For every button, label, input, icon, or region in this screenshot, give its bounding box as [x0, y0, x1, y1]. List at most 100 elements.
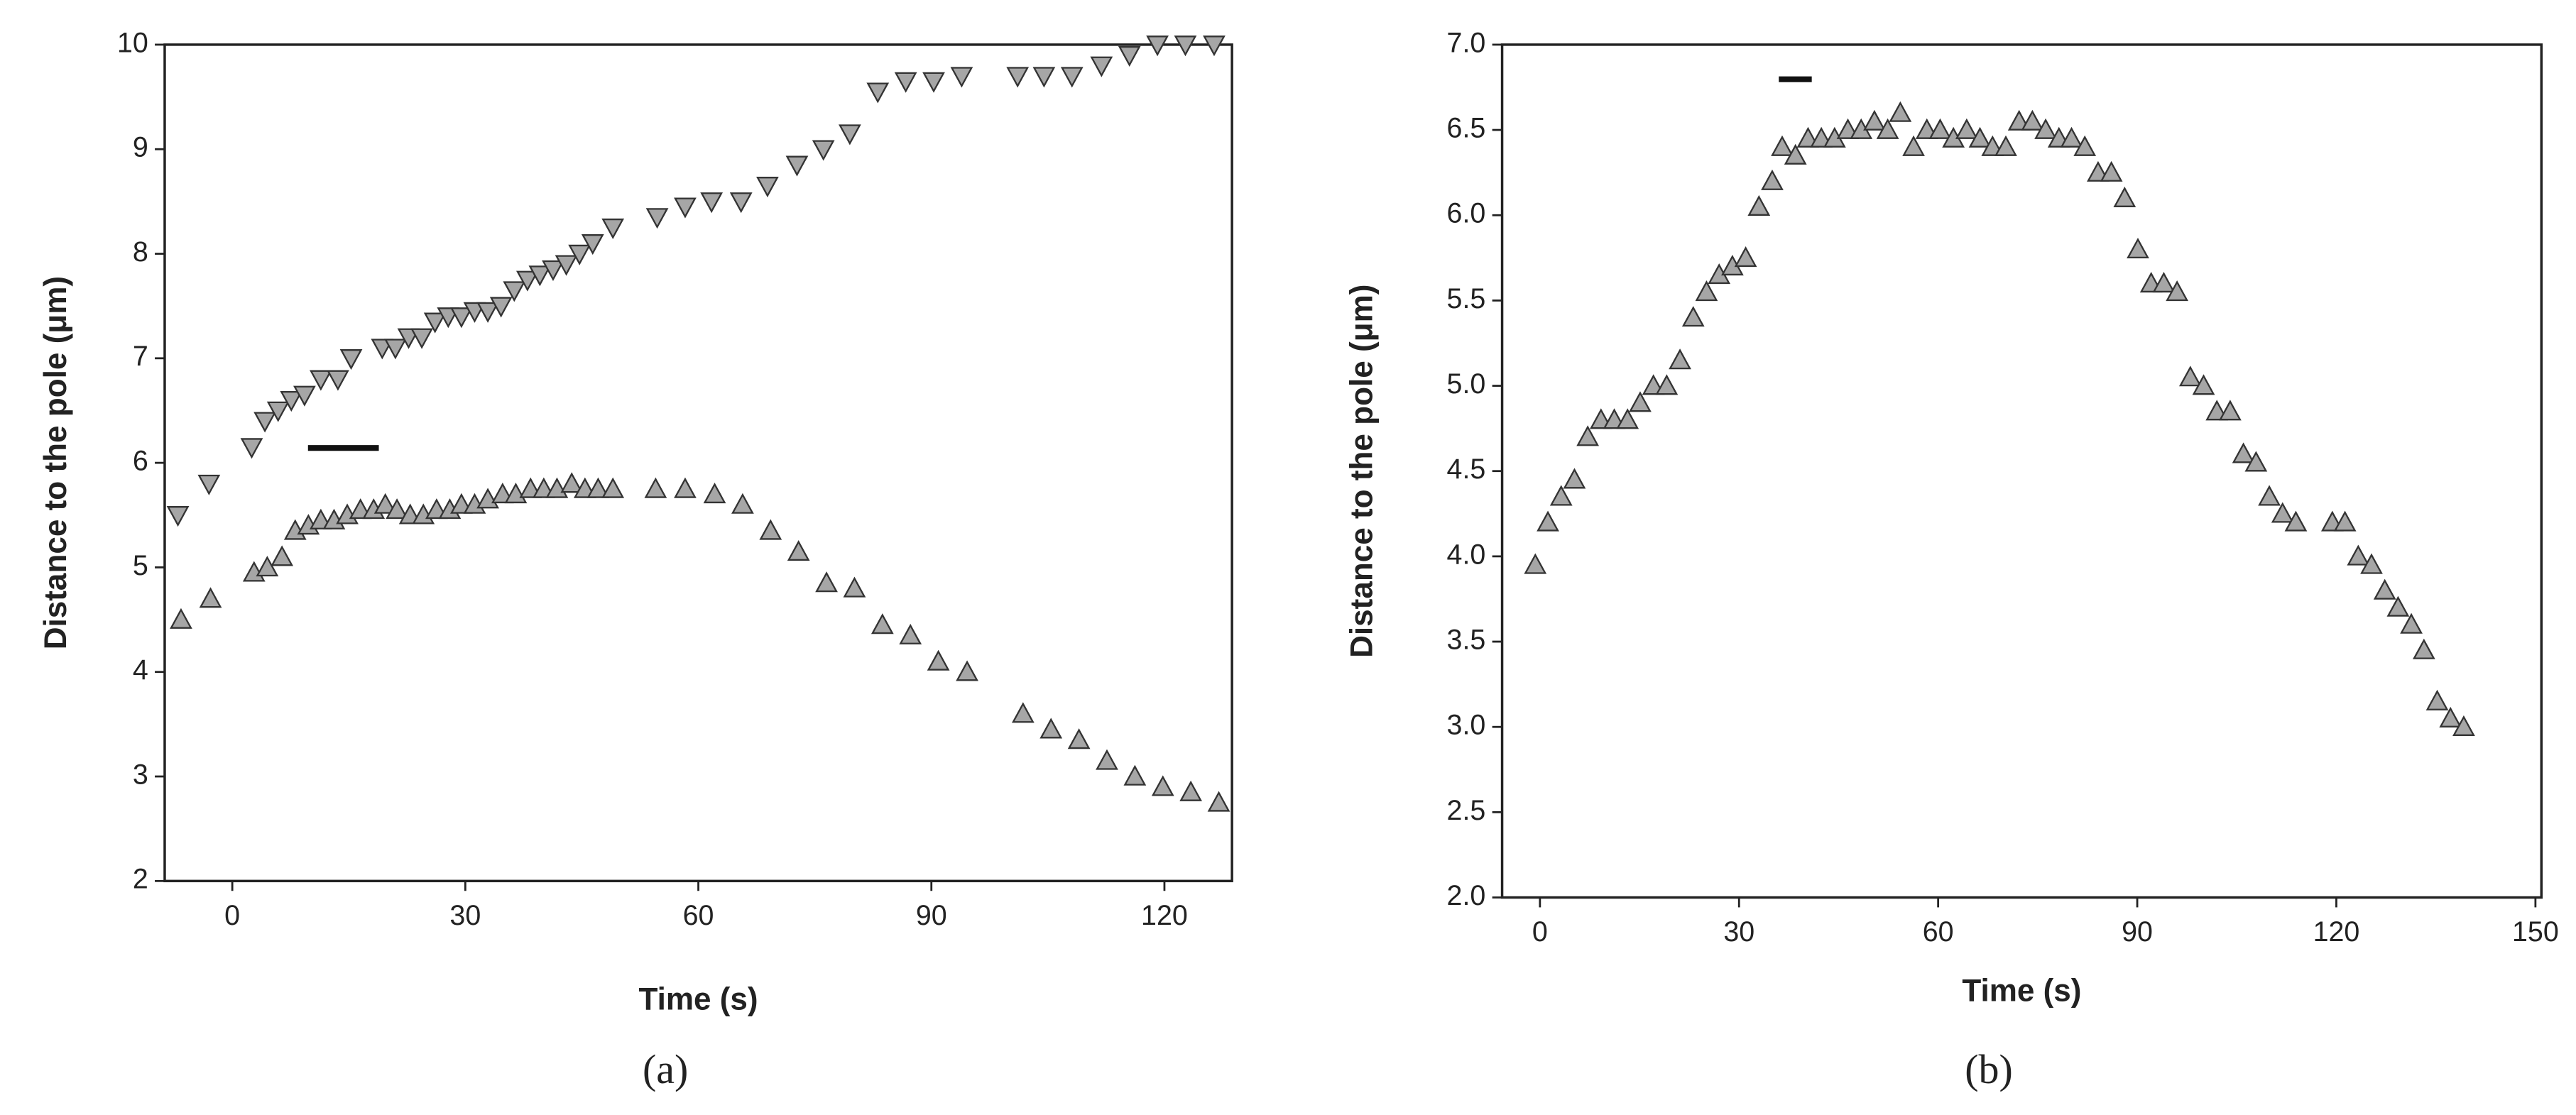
point [586, 477, 610, 498]
y-tick-label: 3 [133, 759, 148, 790]
caption: (a) [643, 1046, 688, 1092]
point [1955, 118, 1978, 139]
point [1006, 67, 1030, 88]
x-tick-label: 60 [1923, 916, 1954, 948]
point [1889, 101, 1912, 122]
point [450, 307, 473, 329]
point [197, 474, 221, 495]
point [515, 270, 539, 292]
point [2425, 689, 2449, 710]
y-tick-label: 7.0 [1447, 27, 1486, 58]
point [2258, 485, 2281, 506]
point [899, 623, 922, 644]
y-tick-label: 10 [117, 27, 148, 58]
point [2360, 553, 2383, 574]
x-tick-label: 90 [2122, 916, 2153, 948]
point [280, 390, 303, 412]
point [476, 302, 499, 323]
point [1994, 135, 2017, 156]
x-tick-label: 0 [1532, 916, 1548, 948]
y-axis-label: Distance to the pole (μm) [1344, 285, 1379, 658]
y-tick-label: 6 [133, 446, 148, 477]
point [2034, 118, 2057, 139]
x-tick-label: 120 [2313, 916, 2360, 948]
point [866, 82, 890, 104]
y-tick-label: 4.5 [1447, 454, 1486, 485]
point [489, 297, 513, 318]
point [1524, 553, 1547, 574]
point [894, 72, 917, 93]
point [674, 477, 697, 498]
point [1771, 135, 1794, 156]
point [2178, 366, 2202, 387]
point [1784, 143, 1807, 165]
point [1734, 246, 1757, 268]
y-tick-label: 2.0 [1447, 880, 1486, 911]
x-tick-label: 120 [1141, 900, 1188, 931]
y-tick-label: 4.0 [1447, 539, 1486, 570]
point [2127, 237, 2149, 259]
point [601, 218, 625, 240]
point [2152, 272, 2176, 293]
point [555, 255, 578, 276]
x-tick-label: 30 [449, 900, 481, 931]
point [1203, 35, 1226, 57]
point [581, 234, 604, 256]
point [2244, 451, 2268, 472]
point [568, 244, 591, 265]
point [327, 370, 349, 391]
point [927, 649, 950, 671]
point [384, 339, 407, 360]
point [2347, 544, 2370, 566]
point [166, 506, 190, 527]
point [1928, 118, 1952, 139]
point [1629, 391, 1652, 412]
point [1549, 485, 1573, 506]
caption: (b) [1965, 1046, 2013, 1092]
point [1090, 56, 1113, 77]
point [2284, 510, 2308, 532]
point [756, 177, 779, 198]
point [2373, 578, 2396, 600]
point [2192, 374, 2215, 395]
point [309, 370, 332, 391]
point [1174, 35, 1197, 57]
y-tick-label: 4 [133, 654, 148, 686]
point [1179, 780, 1203, 801]
y-tick-label: 2.5 [1447, 795, 1486, 826]
point [1207, 791, 1230, 812]
point [601, 477, 625, 498]
point [1011, 702, 1035, 723]
point [950, 67, 973, 88]
point [1096, 749, 1118, 770]
point [1563, 468, 1586, 489]
point [700, 192, 724, 214]
x-tick-label: 60 [683, 900, 714, 931]
point [644, 477, 667, 498]
y-tick-label: 8 [133, 236, 148, 268]
point [1681, 306, 1705, 327]
point [256, 556, 279, 577]
point [674, 197, 697, 219]
x-tick-label: 0 [224, 900, 240, 931]
point [729, 192, 753, 214]
y-tick-label: 3.5 [1447, 624, 1486, 655]
point [339, 349, 363, 370]
point [2113, 186, 2136, 207]
point [1695, 280, 1718, 302]
point [843, 576, 866, 598]
plot-frame [1500, 43, 2543, 899]
point [1032, 67, 1056, 88]
point [1060, 67, 1084, 88]
point [503, 281, 526, 302]
point [759, 519, 782, 540]
y-axis-label: Distance to the pole (μm) [38, 276, 73, 649]
point [703, 482, 726, 504]
point [1968, 126, 1992, 148]
y-tick-label: 9 [133, 132, 148, 163]
point [787, 539, 810, 561]
point [271, 545, 294, 566]
point [1123, 764, 1147, 786]
point [1747, 194, 1771, 216]
